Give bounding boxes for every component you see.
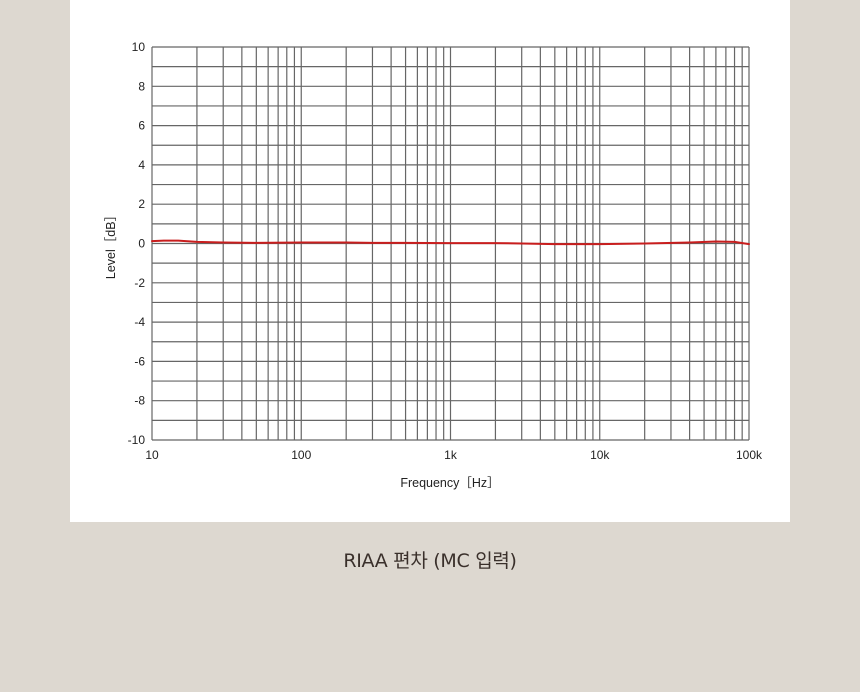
y-tick-label: 8 [138,79,145,93]
y-tick-label: 4 [138,158,145,172]
y-tick-label: -10 [128,433,146,447]
y-tick-label: -6 [134,354,145,368]
x-tick-label: 1k [444,448,458,462]
y-tick-label: 6 [138,119,145,133]
x-tick-label: 10k [590,448,610,462]
y-tick-label: 10 [132,40,146,54]
y-tick-label: -4 [134,315,145,329]
y-tick-label: -2 [134,276,145,290]
frequency-response-chart: 10 8 6 4 2 0 -2 -4 -6 -8 -10 10 100 1k 10k 100k Level［… [104,40,763,490]
x-axis-label: Frequency［Hz］ [400,476,499,490]
x-tick-label: 100k [736,448,763,462]
grid [151,46,750,441]
y-axis-label: Level［dB］ [104,209,118,279]
y-tick-labels: 10 8 6 4 2 0 -2 -4 -6 -8 -10 [128,40,146,447]
x-tick-label: 100 [291,448,311,462]
series-layer [151,239,750,246]
y-tick-label: -8 [134,394,145,408]
y-tick-label: 0 [138,237,145,251]
chart-panel: 10 8 6 4 2 0 -2 -4 -6 -8 -10 10 100 1k 10k 100k Level［… [70,0,790,522]
chart-caption: RIAA 편차 (MC 입력) [343,550,517,572]
y-tick-label: 2 [138,197,145,211]
series-line [151,239,750,246]
x-tick-label: 10 [145,448,159,462]
x-tick-labels: 10 100 1k 10k 100k [145,448,763,462]
